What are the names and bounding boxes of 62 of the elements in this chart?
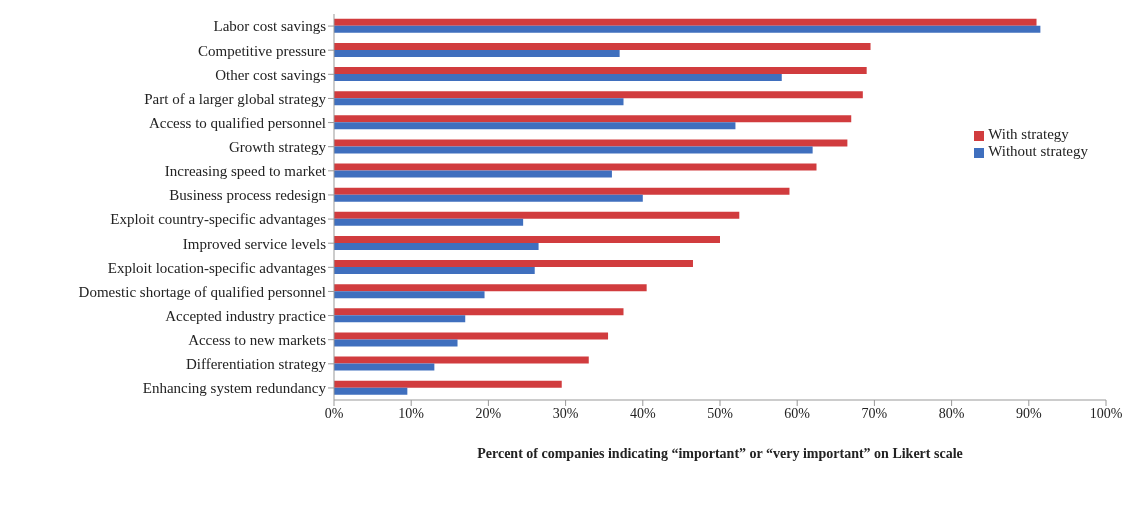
x-tick-label: 20% <box>475 405 502 421</box>
bar <box>334 332 609 340</box>
y-tick-label: Differentiation strategy <box>185 356 327 373</box>
y-tick-label: Enhancing system redundancy <box>142 380 327 397</box>
x-tick-label: 40% <box>629 405 656 421</box>
bar <box>334 67 867 75</box>
x-tick-label: 50% <box>707 405 734 421</box>
bar <box>334 139 848 147</box>
bar <box>334 42 871 50</box>
x-axis-title: Percent of companies indicating “important” or “very important” on Likert scale <box>477 446 963 461</box>
bar <box>334 218 524 226</box>
bar <box>334 235 720 243</box>
bar <box>334 122 736 130</box>
x-tick-label: 100% <box>1089 405 1123 421</box>
bar <box>334 363 435 371</box>
bar <box>334 49 620 57</box>
y-tick-label: Business process redesign <box>169 187 327 204</box>
y-tick-label: Access to qualified personnel <box>148 114 326 131</box>
y-tick-label: Other cost savings <box>215 66 327 83</box>
bar <box>334 356 589 364</box>
bar <box>334 91 863 99</box>
legend-label: With strategy <box>988 126 1069 142</box>
bar <box>334 194 643 202</box>
bar <box>334 242 539 250</box>
bar <box>334 187 790 195</box>
bar <box>334 308 624 316</box>
y-tick-label: Part of a larger global strategy <box>144 90 327 107</box>
bar <box>334 18 1037 26</box>
bar <box>334 315 466 323</box>
y-tick-label: Accepted industry practice <box>165 307 327 324</box>
bar <box>334 339 458 347</box>
bar <box>334 25 1041 33</box>
bar <box>334 163 817 171</box>
x-tick-label: 60% <box>784 405 811 421</box>
y-tick-label: Improved service levels <box>182 235 327 252</box>
y-tick-label: Domestic shortage of qualified personnel <box>78 283 326 300</box>
x-tick-label: 90% <box>1015 405 1042 421</box>
bar <box>334 98 624 106</box>
bar <box>334 211 740 219</box>
y-tick-label: Growth strategy <box>228 139 327 156</box>
y-tick-label: Access to new markets <box>188 332 327 349</box>
bar <box>334 115 852 123</box>
x-tick-label: 0% <box>324 405 344 421</box>
y-tick-label: Competitive pressure <box>198 42 327 59</box>
y-tick-label: Exploit location-specific advantages <box>107 259 327 276</box>
x-tick-label: 80% <box>938 405 965 421</box>
y-tick-label: Labor cost savings <box>213 18 327 35</box>
bar <box>334 260 693 268</box>
legend-label: Without strategy <box>988 143 1088 159</box>
bar <box>334 267 535 275</box>
bar <box>334 380 562 388</box>
bar <box>334 387 408 395</box>
x-tick-label: 30% <box>552 405 579 421</box>
bar <box>334 170 612 178</box>
bar <box>334 74 782 82</box>
bar <box>334 146 813 154</box>
y-tick-label: Increasing speed to market <box>164 163 327 180</box>
bar <box>334 291 485 299</box>
x-tick-label: 70% <box>861 405 888 421</box>
y-tick-label: Exploit country-specific advantages <box>110 211 327 228</box>
x-tick-label: 10% <box>398 405 425 421</box>
bar <box>334 284 647 292</box>
